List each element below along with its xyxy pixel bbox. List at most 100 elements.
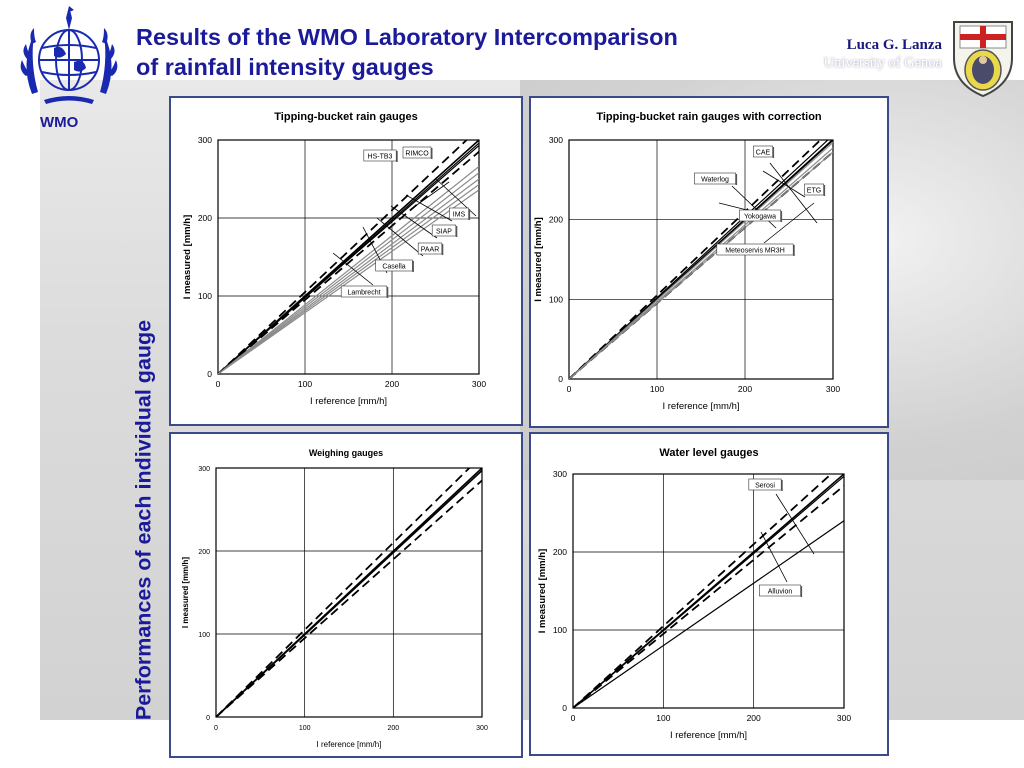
chart-water-level: Water level gauges 0 100 200 300 0 100 200 300 I … [537,447,851,741]
x-tick-label: 0 [214,725,218,732]
x-tick-label: 300 [837,713,851,723]
series-line [569,151,833,379]
series-label: Yokogawa [744,214,776,221]
callout-shadow [772,147,775,158]
chart-panel-tipping-bucket-corrected: Tipping-bucket rain gauges with correcti… [529,96,889,428]
y-tick-label: 0 [562,703,567,713]
series-line [573,520,844,708]
callout-shadow [431,148,433,159]
callout-shadow [780,211,783,222]
author-affiliation: University of Genoa [823,55,942,71]
series-line [218,145,479,374]
y-tick-label: 300 [553,469,567,479]
x-tick-label: 300 [826,384,840,394]
plot-area [215,467,483,718]
y-tick-label: 0 [206,715,210,722]
chart-tipping-bucket: Tipping-bucket rain gauges 0 100 200 300 0 100… [182,111,486,407]
y-tick-label: 100 [198,632,210,639]
x-tick-label: 0 [571,713,576,723]
callout-box [759,584,801,597]
y-tick-label: 300 [198,466,210,473]
y-tick-label: 200 [198,549,210,556]
series-line [216,479,482,717]
chart-weighing: Weighing gauges 0 100 200 300 0 100 200 300 I ref… [181,448,488,749]
callout-leader [763,202,815,244]
page-title: Results of the WMO Laboratory Intercompa… [136,22,678,82]
x-tick-label: 200 [738,384,752,394]
series-line [218,166,479,374]
author-block: Luca G. Lanza University of Genoa [780,36,942,72]
chart-tipping-bucket-corrected: Tipping-bucket rain gauges with correcti… [533,111,840,412]
series-line [218,189,479,374]
page-title-line-1: Results of the WMO Laboratory Intercompa… [136,24,678,50]
callout-box [694,172,736,185]
page-title-line-2: of rainfall intensity gauges [136,54,434,80]
x-tick-label: 200 [747,713,761,723]
series-line [218,183,479,374]
callout-shadow [735,174,738,185]
x-tick-label: 100 [650,384,664,394]
x-tick-label: 0 [567,384,572,394]
series-line [573,475,844,708]
series-label: Waterlog [701,177,729,184]
y-axis-label: I measured [mm/h] [181,557,190,628]
callout-leader [376,217,424,257]
x-axis-label: I reference [mm/h] [670,730,747,741]
callout-shadow [396,151,398,162]
y-tick-label: 0 [558,374,563,384]
wmo-emblem-icon [20,6,118,104]
author-name: Luca G. Lanza [846,37,942,53]
wmo-label: WMO [40,114,79,131]
callout-shadow [823,185,826,196]
y-tick-label: 100 [553,625,567,635]
y-tick-label: 100 [549,294,563,304]
x-tick-label: 200 [387,725,399,732]
x-axis-label: I reference [mm/h] [317,740,382,749]
x-tick-label: 100 [299,725,311,732]
callout-leader [775,493,815,555]
x-tick-label: 100 [656,713,670,723]
series-line [569,141,833,379]
university-of-genoa-crest-icon [953,21,1013,98]
series-label: Serosi [755,483,775,490]
series-line [216,468,471,717]
series-line [216,469,482,717]
callout-leader [760,531,788,583]
y-axis-label: I measured [mm/h] [537,549,548,633]
y-tick-label: 100 [198,291,212,301]
series-line [218,172,479,374]
callout-leader [769,162,818,224]
y-axis-label: I measured [mm/h] [182,215,193,299]
series-label: PAAR [421,247,440,254]
y-axis-label: I measured [mm/h] [533,217,544,301]
chart-title: Water level gauges [659,447,758,459]
x-tick-label: 200 [385,379,399,389]
series-line [573,485,844,708]
side-title: Performances of each individual gauge [131,319,156,721]
series-label: Meteoservis MR3H [725,248,785,255]
y-tick-label: 200 [553,547,567,557]
x-tick-label: 100 [298,379,312,389]
callout-box [753,145,773,158]
series-label: Casella [382,264,405,271]
y-tick-label: 200 [549,215,563,225]
callout-shadow [441,244,444,255]
x-axis-label: I reference [mm/h] [662,401,739,412]
callout-leader [762,170,806,198]
series-label: RIMCO [405,151,429,158]
callout-leader [405,194,453,222]
callout-leader [718,202,752,212]
callout-shadow [412,261,414,272]
plot-area [217,139,480,375]
callout-shadow [781,480,783,491]
chart-panel-tipping-bucket: Tipping-bucket rain gauges 0 100 200 300 0 100… [169,96,523,426]
chart-title: Tipping-bucket rain gauges with correcti… [596,111,822,123]
chart-title: Weighing gauges [309,448,383,458]
callout-shadow [455,226,458,237]
chart-panel-water-level: Water level gauges 0 100 200 300 0 100 200 300 I … [529,432,889,756]
callout-shadow [800,586,803,597]
chart-panel-weighing: Weighing gauges 0 100 200 300 0 100 200 300 I ref… [169,432,523,758]
plot-area [572,473,845,709]
series-label: HS-TB3 [368,154,393,161]
series-line [218,151,479,374]
